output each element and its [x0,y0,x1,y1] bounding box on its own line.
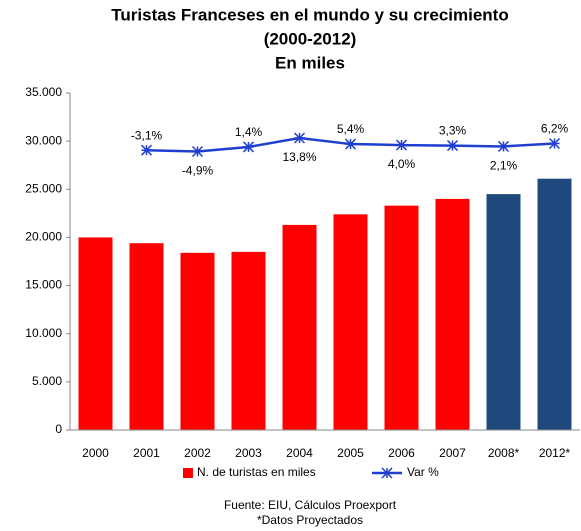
marker [497,140,510,152]
y-tick-label: 10.000 [25,326,62,340]
x-tick-label: 2007 [439,446,466,460]
data-label: 5,4% [337,122,365,136]
y-tick-label: 5.000 [32,374,62,388]
legend-label: Var % [407,465,439,479]
bar [486,194,521,430]
marker-stroke [140,144,153,156]
data-label: -3,1% [131,128,163,142]
chart-title: Turistas Franceses en el mundo y su crec… [111,5,508,24]
y-tick-label: 30.000 [25,133,62,147]
source-note: *Datos Proyectados [257,513,363,527]
data-label: 6,2% [541,122,569,136]
marker-stroke [395,139,408,151]
legend-label: N. de turistas en miles [197,465,316,479]
marker [395,139,408,151]
y-tick-label: 20.000 [25,230,62,244]
y-tick-label: 0 [55,422,62,436]
marker [242,141,255,153]
x-tick-label: 2012* [539,446,571,460]
bar [333,214,368,430]
marker [446,140,459,152]
marker [344,138,357,150]
data-label: 2,1% [490,159,518,173]
legend-swatch [183,468,193,478]
data-label: 4,0% [388,157,416,171]
x-tick-label: 2006 [388,446,415,460]
data-label: 1,4% [235,125,263,139]
bar [129,243,164,430]
x-tick-label: 2002 [184,446,211,460]
x-tick-label: 2005 [337,446,364,460]
bar [537,178,572,430]
marker-stroke [446,140,459,152]
chart-title: (2000-2012) [264,29,357,48]
data-label: 13,8% [282,150,316,164]
marker-stroke [548,137,561,150]
marker [293,132,306,144]
marker-stroke [344,138,357,150]
bar [180,252,215,430]
marker [191,145,204,158]
chart-title: En miles [275,53,345,72]
bar [282,224,317,430]
marker-stroke [497,140,510,152]
marker [140,144,153,156]
bar [435,198,470,430]
y-tick-label: 35.000 [25,85,62,99]
y-tick-label: 25.000 [25,181,62,195]
x-tick-label: 2001 [133,446,160,460]
x-tick-label: 2004 [286,446,313,460]
marker [548,137,561,150]
bar [78,237,113,430]
x-tick-label: 2003 [235,446,262,460]
bar [384,205,419,430]
source-note: Fuente: EIU, Cálculos Proexport [224,498,397,512]
marker-stroke [381,467,393,479]
marker-stroke [293,132,306,144]
y-tick-label: 15.000 [25,278,62,292]
marker-stroke [191,145,204,158]
x-tick-label: 2008* [488,446,520,460]
bar [231,251,266,430]
x-tick-label: 2000 [82,446,109,460]
data-label: -4,9% [182,164,214,178]
legend-marker [381,467,393,479]
data-label: 3,3% [439,124,467,138]
marker-stroke [242,141,255,153]
